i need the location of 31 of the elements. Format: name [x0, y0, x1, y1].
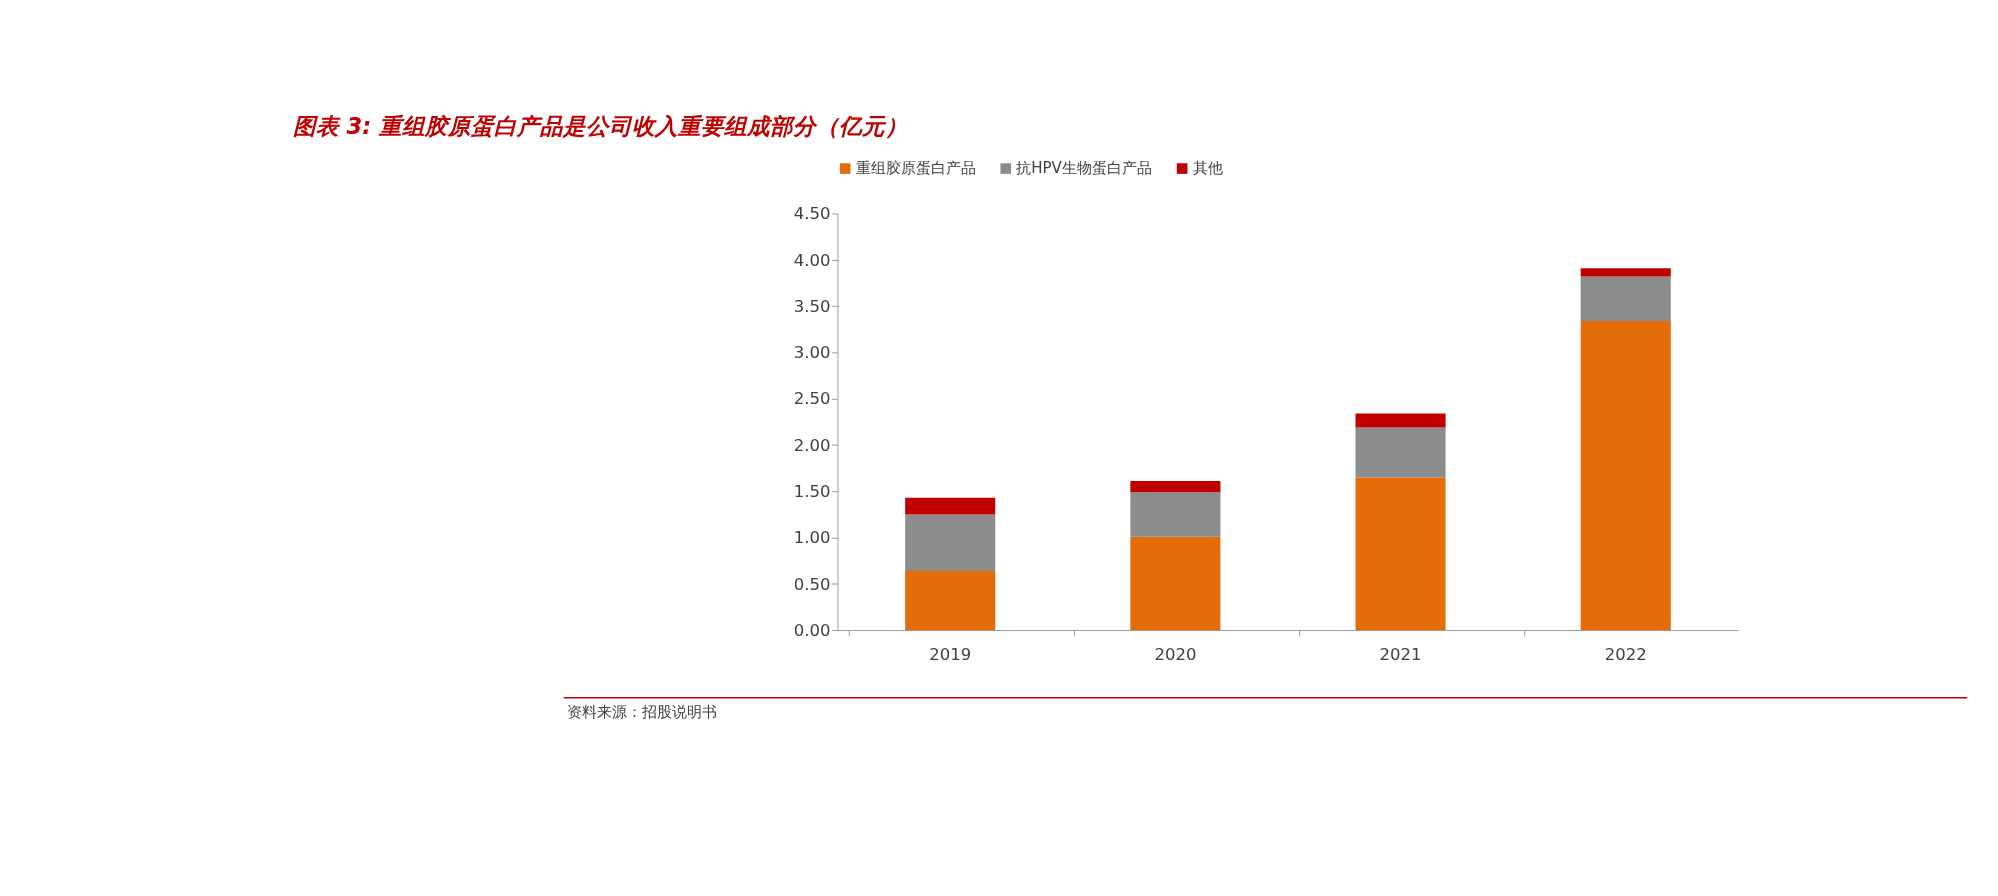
bar	[1130, 536, 1221, 631]
x-tick-label: 2019	[929, 644, 972, 664]
y-tick-label: 2.50	[793, 389, 831, 409]
legend-label: 重组胶原蛋白产品	[855, 159, 976, 178]
bar	[1355, 427, 1446, 478]
text: 资料来源：招股说明书	[567, 703, 718, 722]
bar	[1355, 413, 1446, 428]
bar	[1130, 481, 1221, 493]
bar	[1355, 477, 1446, 631]
y-tick-label: 1.50	[793, 481, 831, 501]
y-tick-label: 1.00	[793, 528, 831, 548]
bar	[1580, 276, 1671, 321]
y-tick-label: 0.00	[793, 620, 831, 640]
y-tick-label: 4.50	[793, 204, 831, 224]
y-tick-label: 3.00	[793, 343, 831, 363]
legend-label: 其他	[1192, 159, 1223, 178]
bar	[1130, 492, 1221, 537]
bar	[1580, 320, 1671, 631]
y-tick-label: 4.00	[793, 250, 831, 270]
bar	[1580, 268, 1671, 277]
bar	[905, 497, 996, 515]
x-tick-label: 2021	[1379, 644, 1422, 664]
bar	[905, 514, 996, 571]
y-tick-label: 3.50	[793, 296, 831, 316]
x-tick-label: 2022	[1604, 644, 1647, 664]
text: 图表 3: 重组胶原蛋白产品是公司收入重要组成部分（亿元）	[292, 113, 909, 140]
y-tick-label: 2.00	[793, 435, 831, 455]
x-tick-label: 2020	[1154, 644, 1197, 664]
legend-label: 抗HPV生物蛋白产品	[1016, 159, 1152, 178]
bar	[905, 570, 996, 631]
y-tick-label: 0.50	[793, 574, 831, 594]
